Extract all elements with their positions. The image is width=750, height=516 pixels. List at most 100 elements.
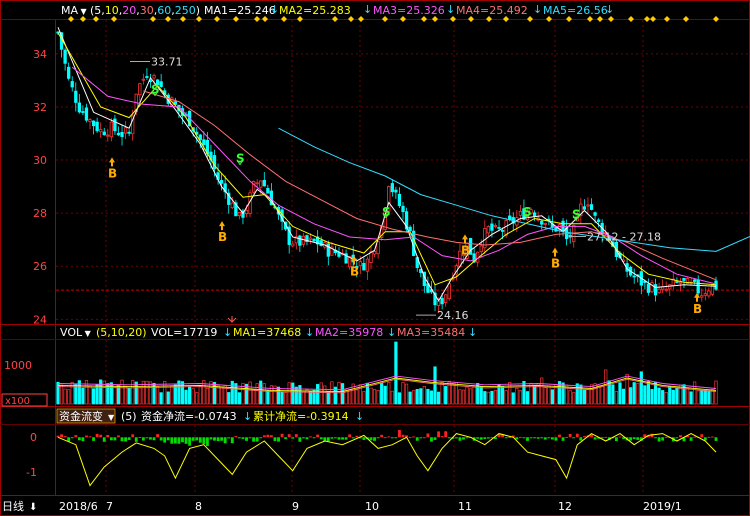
- date-label: 2019/1: [643, 500, 682, 513]
- candle-body: [369, 251, 373, 263]
- candle-body: [109, 121, 113, 138]
- volume-bar: [269, 385, 274, 405]
- volume-bar: [266, 389, 270, 405]
- flow-bar: [433, 437, 437, 440]
- date-label: 2018/6: [59, 500, 98, 513]
- flow-bar: [319, 437, 323, 440]
- flow-bar: [440, 436, 444, 438]
- flow-bar: [664, 436, 668, 438]
- flow-indicator-selector[interactable]: [56, 408, 116, 424]
- volume-bar: [436, 391, 441, 405]
- volume-bar: [433, 366, 437, 405]
- candle-body: [312, 238, 316, 242]
- volume-bar: [401, 382, 405, 405]
- volume-bar: [205, 387, 209, 405]
- signal-marker: [93, 16, 99, 22]
- flow-bar: [682, 437, 686, 442]
- candle-body: [468, 237, 473, 255]
- candle-body: [586, 204, 590, 207]
- cumulative-flow-line: [57, 433, 717, 487]
- vol-arrow-icon: ↓: [223, 326, 232, 339]
- flow-bar: [277, 437, 280, 442]
- ma-indicator-selector[interactable]: MA ▼: [61, 4, 88, 17]
- volume-bar: [397, 392, 402, 405]
- flow-bar: [145, 437, 149, 439]
- vol-header: VOL ▼ (5,10,20) VOL=17719 MA1=37468 MA2=…: [1, 326, 477, 407]
- candle-body: [308, 237, 313, 240]
- flow-arrow-icon: ↓: [355, 410, 364, 423]
- flow-bar: [138, 437, 142, 439]
- volume-bar: [372, 389, 377, 405]
- candle-body: [387, 186, 391, 212]
- volume-bar: [540, 377, 544, 405]
- volume-bar: [70, 381, 74, 405]
- candle-body: [355, 266, 359, 269]
- candle-body: [700, 295, 704, 298]
- signal-marker: [713, 16, 719, 22]
- volume-bar: [109, 382, 113, 405]
- sell-marker: S: [151, 83, 160, 97]
- sell-marker: S: [236, 152, 245, 166]
- flow-bar: [447, 437, 451, 439]
- buy-marker: B: [693, 302, 702, 316]
- flow-bar: [191, 437, 195, 441]
- volume-bar: [611, 384, 615, 405]
- flow-bar: [650, 433, 654, 438]
- period-selector[interactable]: 日线: [2, 499, 24, 513]
- low-price-label: 24.16: [437, 309, 469, 322]
- candle-body: [102, 131, 106, 136]
- candle-body: [390, 183, 394, 193]
- volume-bar: [134, 381, 138, 405]
- flow-bar: [273, 437, 277, 442]
- volume-bar: [490, 390, 494, 405]
- signal-marker: [527, 16, 533, 22]
- flow-bar: [344, 437, 348, 440]
- volume-bar: [163, 380, 167, 405]
- flow-bar: [134, 437, 138, 442]
- flow-bar: [543, 437, 547, 440]
- signal-marker: [297, 16, 303, 22]
- flow-bar: [351, 437, 355, 439]
- flow-bar: [597, 437, 601, 439]
- volume-bar: [259, 380, 263, 405]
- volume-bar: [668, 386, 672, 405]
- date-labels: 2018/6 7 8 9 10 11 12 2019/1: [59, 500, 682, 513]
- flow-bar: [654, 437, 657, 439]
- flow-bar: [156, 434, 160, 438]
- flow-bar: [74, 435, 78, 438]
- flow-bar: [483, 437, 487, 439]
- candle-body: [141, 78, 146, 81]
- volume-bar: [170, 385, 174, 405]
- flow-bar: [376, 437, 380, 439]
- flow-bar: [476, 437, 480, 439]
- flow-bar: [540, 437, 544, 439]
- signal-marker: [382, 16, 388, 22]
- candle-body: [67, 66, 71, 79]
- signal-marker: [281, 16, 287, 22]
- volume-bar: [643, 385, 647, 405]
- volume-bar: [188, 386, 192, 405]
- volume-bar: [244, 383, 249, 405]
- volume-bar: [422, 386, 426, 405]
- flow-bar: [604, 436, 608, 438]
- vol-arrow-icon: ↓: [305, 326, 314, 339]
- volume-bar: [657, 387, 661, 405]
- candle-body: [508, 215, 512, 220]
- flow-bar: [462, 437, 465, 440]
- volume-bar: [387, 382, 391, 405]
- volume-bar: [351, 383, 355, 405]
- candle-body: [223, 183, 227, 193]
- date-label: 10: [365, 500, 379, 513]
- volume-bar: [714, 380, 718, 405]
- flow-bar: [81, 437, 85, 442]
- candle-body: [650, 282, 654, 293]
- ma2-arrow-icon: ↓: [363, 3, 372, 16]
- flow-bar: [95, 433, 99, 438]
- flow-bar: [188, 437, 192, 446]
- range-label: 27.12 - 27.18: [587, 231, 661, 244]
- vol-indicator-selector[interactable]: VOL ▼: [60, 326, 92, 339]
- volume-bar: [123, 385, 128, 405]
- candle-body: [127, 131, 131, 134]
- flow-bar: [173, 437, 177, 444]
